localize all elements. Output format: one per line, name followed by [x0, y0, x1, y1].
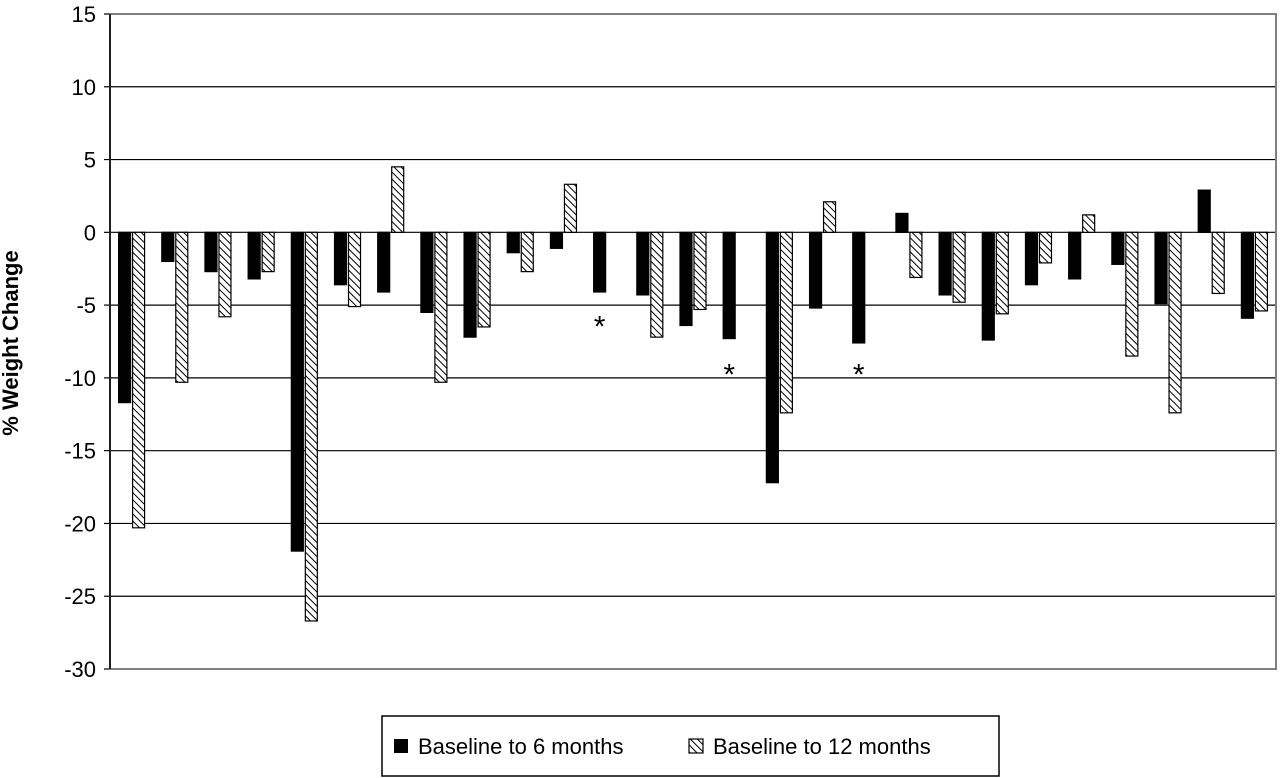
bar-12-months	[909, 231, 923, 279]
significance-asterisk: *	[723, 358, 735, 391]
bar-12-months	[563, 183, 578, 233]
bar-6-months	[333, 231, 348, 286]
bar-12-months	[1168, 231, 1182, 414]
plot-area-border	[109, 13, 1277, 670]
bar-6-months	[895, 212, 909, 233]
bar-6-months	[1111, 231, 1125, 265]
bar-12-months	[391, 166, 405, 233]
bar-12-months	[261, 231, 275, 273]
bar-12-months	[434, 231, 448, 383]
bar-12-months	[218, 231, 232, 318]
significance-asterisk: *	[853, 358, 865, 391]
y-tick-label: 0	[84, 220, 96, 245]
y-tick-label: -10	[64, 366, 96, 391]
bar-6-months	[1240, 231, 1255, 319]
bar-6-months	[117, 231, 132, 404]
y-tick-label: -5	[76, 293, 96, 318]
bar-12-months	[650, 231, 664, 338]
bar-12-months	[347, 231, 362, 308]
bar-6-months	[1068, 231, 1082, 280]
bar-12-months	[1082, 214, 1096, 233]
y-tick-label: -30	[64, 657, 96, 682]
bar-6-months	[463, 231, 477, 338]
bar-12-months	[822, 201, 837, 233]
y-tick-label: -20	[64, 511, 96, 536]
bar-6-months	[1154, 231, 1168, 305]
bar-6-months	[1024, 231, 1039, 286]
bar-12-months	[304, 231, 318, 622]
significance-asterisk: *	[594, 310, 606, 343]
legend-label-6-months: Baseline to 6 months	[418, 734, 623, 759]
bar-6-months	[506, 231, 520, 254]
y-tick-label: -15	[64, 439, 96, 464]
y-tick-label: -25	[64, 584, 96, 609]
grid-lines	[104, 13, 1277, 670]
bar-6-months	[377, 231, 391, 293]
bar-6-months	[247, 231, 261, 280]
bar-6-months	[549, 231, 564, 249]
annotations: * * *	[594, 310, 865, 391]
bar-6-months	[636, 231, 650, 296]
bar-6-months	[1197, 189, 1211, 233]
y-axis-title: % Weight Change	[0, 250, 23, 435]
legend-label-12-months: Baseline to 12 months	[713, 734, 931, 759]
bar-6-months	[593, 231, 607, 293]
bar-6-months	[938, 231, 952, 296]
bar-6-months	[722, 231, 736, 340]
bar-12-months	[779, 231, 793, 414]
legend: Baseline to 6 months Baseline to 12 mont…	[381, 715, 1000, 777]
bar-12-months	[520, 231, 534, 273]
y-tick-label: 10	[72, 75, 96, 100]
bar-12-months	[693, 231, 707, 311]
bar-12-months	[1125, 231, 1139, 357]
y-tick-label: 5	[84, 148, 96, 173]
legend-swatch-12-months	[688, 738, 704, 754]
bar-6-months	[981, 231, 995, 341]
bar-6-months	[765, 231, 779, 484]
bar-6-months	[420, 231, 434, 313]
y-tick-labels: 15 10 5 0 -5 -10 -15 -20 -25 -30	[64, 2, 96, 682]
bar-12-months	[477, 231, 491, 328]
bar-12-months	[131, 231, 146, 529]
bar-6-months	[808, 231, 823, 309]
bar-6-months	[161, 231, 175, 263]
bar-6-months	[679, 231, 693, 327]
y-tick-label: 15	[72, 2, 96, 27]
bar-12-months	[1038, 231, 1053, 264]
bar-6-months	[852, 231, 866, 344]
legend-swatch-6-months	[394, 739, 408, 753]
bar-12-months	[995, 231, 1009, 315]
bar-6-months	[290, 231, 304, 552]
bar-12-months	[1211, 231, 1225, 295]
bar-12-months	[952, 231, 966, 303]
bar-12-months	[1254, 231, 1269, 312]
bar-12-months	[175, 231, 189, 383]
bars	[117, 166, 1269, 622]
bar-6-months	[204, 231, 218, 273]
